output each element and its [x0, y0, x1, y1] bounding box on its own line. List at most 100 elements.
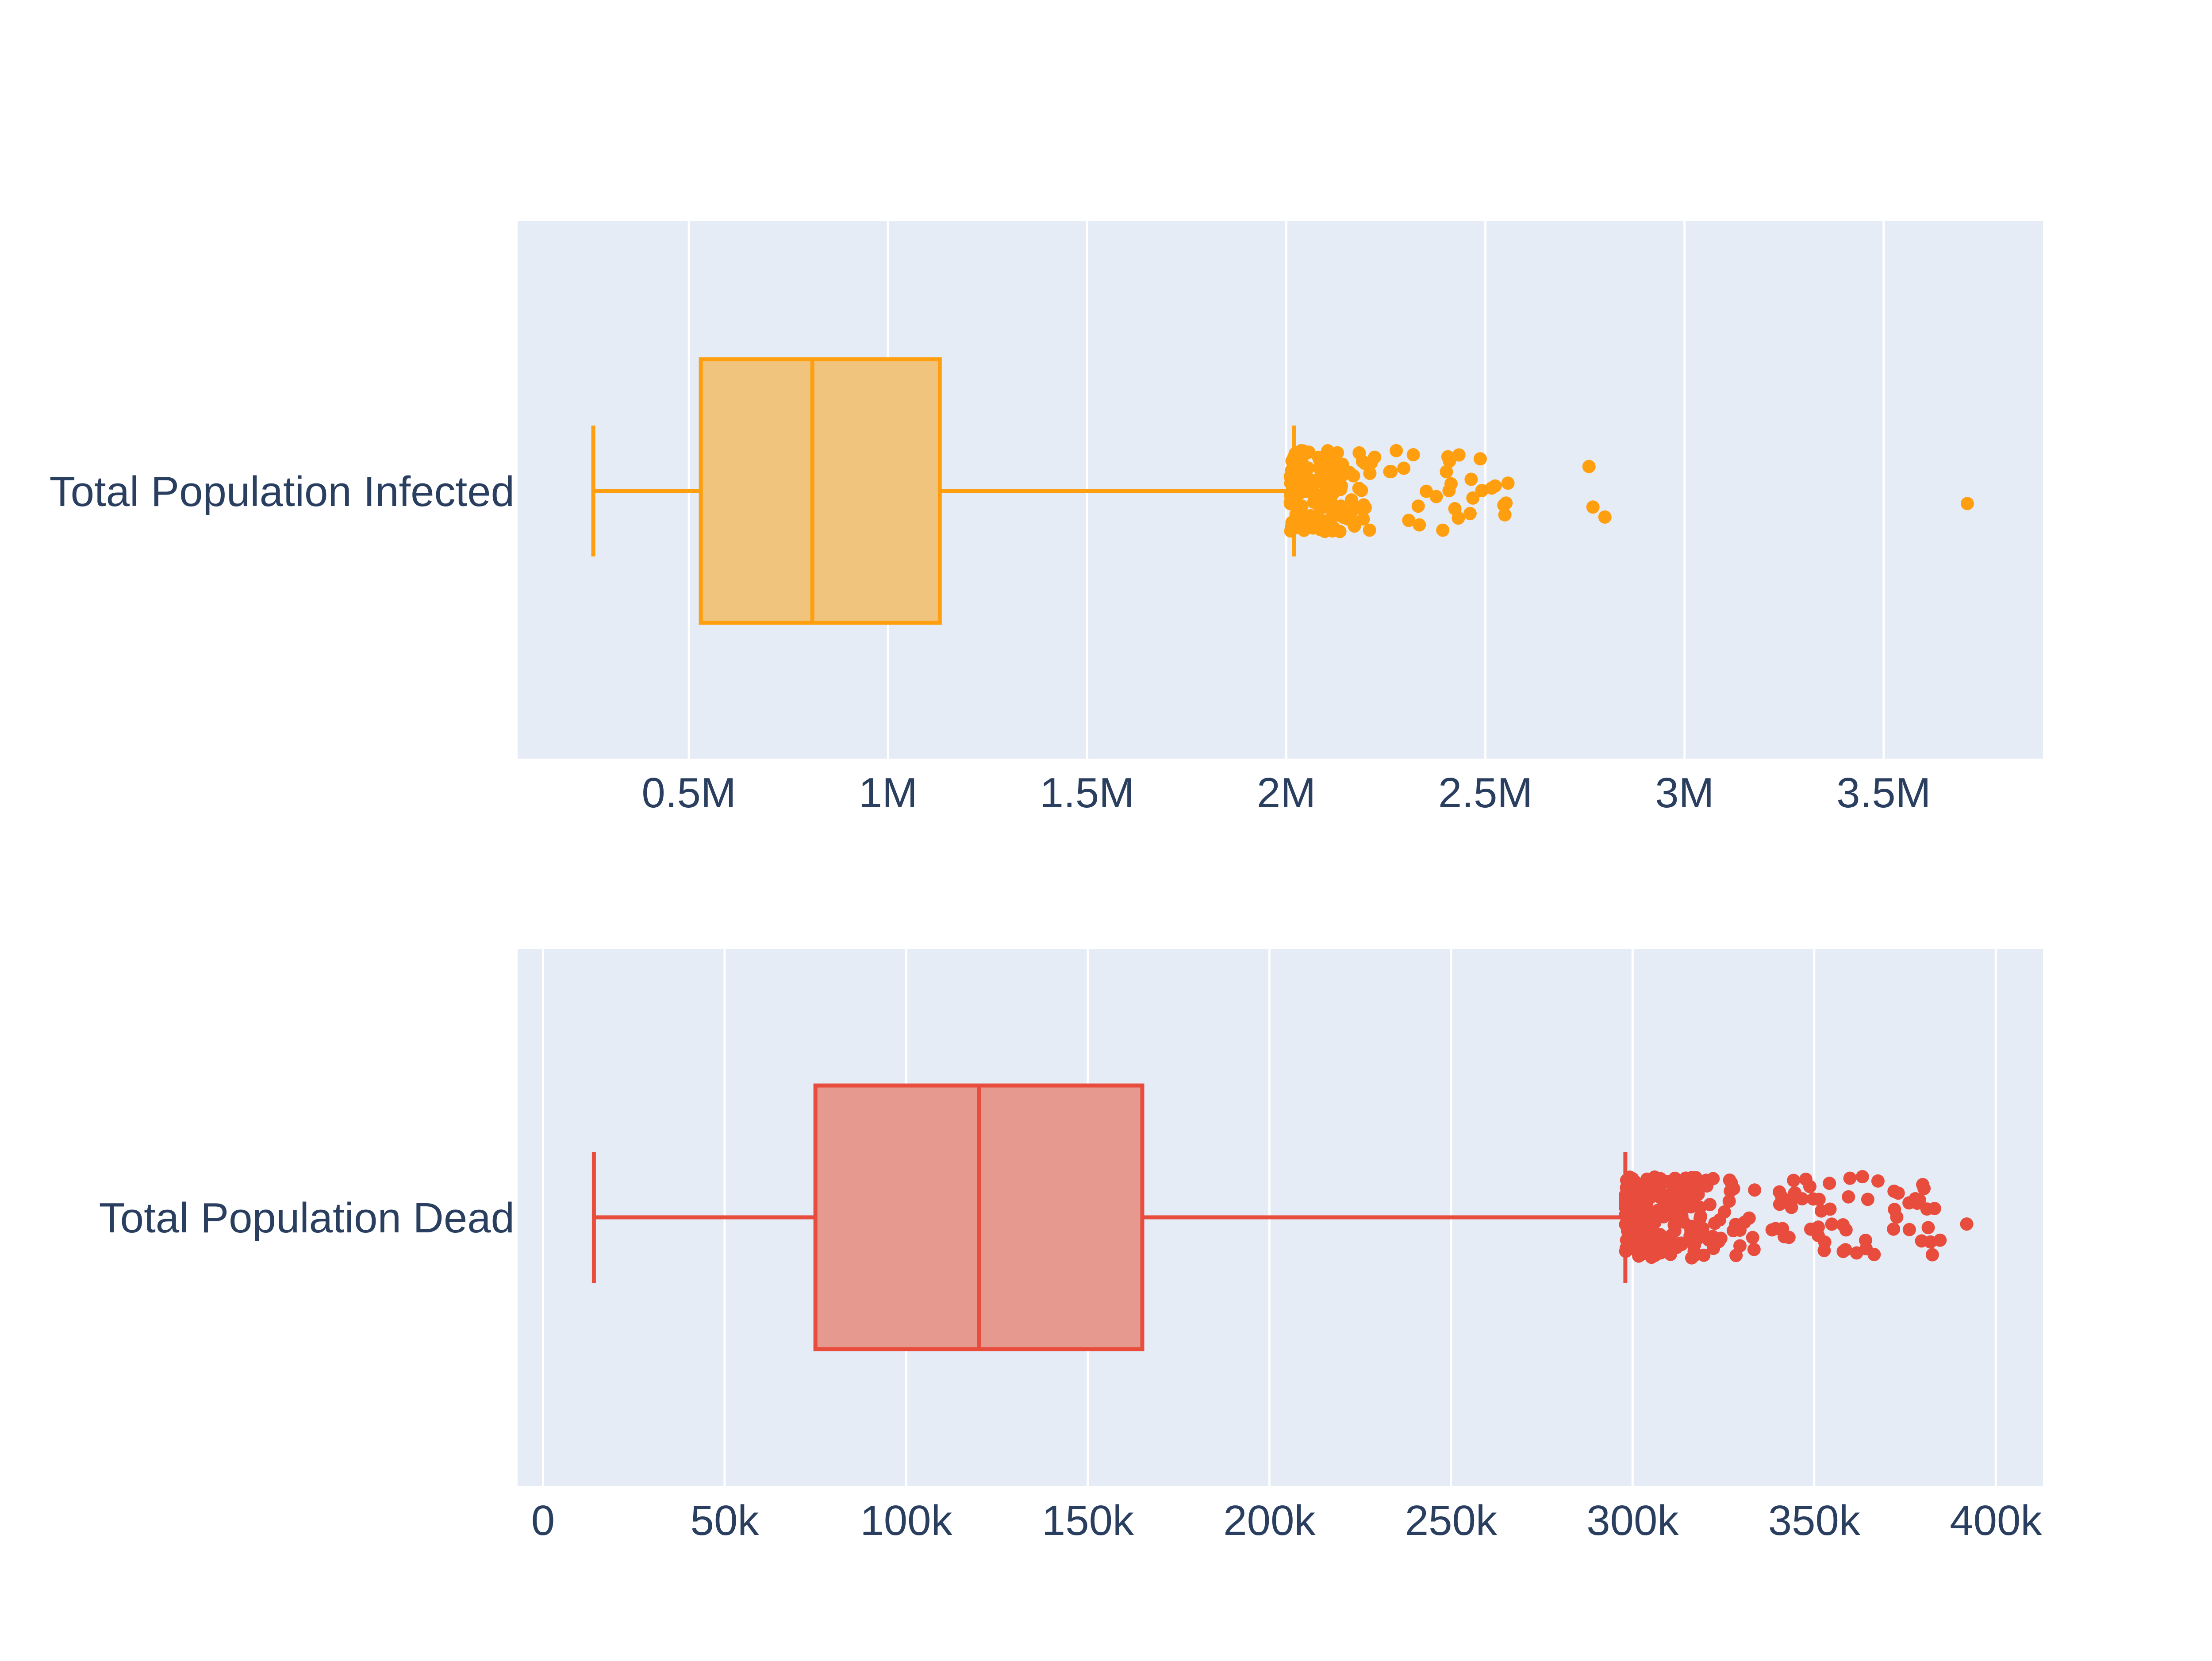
outlier-point	[1804, 1222, 1817, 1236]
outlier-point	[1928, 1202, 1941, 1216]
outlier-point	[1402, 514, 1416, 527]
x-tick-label: 250k	[1405, 1497, 1498, 1544]
outlier-point	[1742, 1211, 1756, 1225]
x-tick-label: 1M	[859, 769, 918, 817]
outlier-point	[1598, 510, 1612, 524]
outlier-point	[1842, 1190, 1855, 1204]
outlier-point	[1925, 1248, 1939, 1262]
outlier-point	[1891, 1186, 1905, 1200]
x-tick-label: 2.5M	[1438, 769, 1532, 817]
outlier-point	[1358, 501, 1372, 514]
outlier-point	[1413, 518, 1426, 532]
outlier-point	[1836, 1218, 1850, 1232]
outlier-point	[1321, 519, 1335, 533]
x-tick-label: 150k	[1042, 1497, 1134, 1544]
outlier-point	[1960, 1217, 1974, 1231]
outlier-point	[1902, 1223, 1916, 1236]
outlier-point	[1452, 511, 1465, 525]
outlier-point	[1795, 1192, 1809, 1206]
outlier-point	[1356, 454, 1369, 468]
x-tick-label: 2M	[1257, 769, 1316, 817]
x-tick-label: 0.5M	[641, 769, 736, 817]
outlier-point	[1823, 1202, 1837, 1216]
outlier-point	[1773, 1185, 1786, 1199]
outlier-point	[1390, 444, 1403, 457]
outlier-point	[1300, 482, 1314, 495]
outlier-point	[1586, 500, 1600, 514]
outlier-point	[1924, 1235, 1937, 1249]
outlier-point	[1645, 1238, 1659, 1252]
outlier-point	[1631, 1192, 1645, 1206]
box-panel-2: 0 50k 100k 150k 200k 250k 300k 350k 400k Total Po…	[99, 949, 2043, 1544]
outlier-point	[1843, 1171, 1857, 1185]
outlier-point	[1871, 1174, 1885, 1188]
x-tick-label: 400k	[1950, 1497, 2042, 1544]
x-tick-label: 3M	[1655, 769, 1714, 817]
outlier-point	[1284, 524, 1298, 538]
outlier-point	[1684, 1200, 1698, 1214]
outlier-point	[1683, 1229, 1697, 1243]
outlier-point	[1675, 1238, 1689, 1251]
outlier-point	[1499, 496, 1513, 510]
outlier-point	[1436, 523, 1450, 537]
outlier-point	[1290, 460, 1304, 473]
outlier-point	[1693, 1212, 1707, 1225]
outlier-point	[1463, 506, 1477, 520]
outlier-point	[1634, 1204, 1647, 1218]
x-tick-label: 300k	[1586, 1497, 1679, 1544]
outlier-point	[1733, 1223, 1747, 1237]
x-tick-label: 200k	[1223, 1497, 1316, 1544]
category-label: Total Population Infected	[50, 468, 515, 515]
outlier-point	[1356, 512, 1370, 526]
outlier-point	[1284, 470, 1298, 483]
outlier-point	[1406, 448, 1420, 462]
outlier-point	[1498, 508, 1512, 522]
outlier-point	[1355, 483, 1368, 497]
outlier-point	[1724, 1176, 1738, 1189]
outlier-point	[1383, 465, 1397, 479]
outlier-point	[1782, 1231, 1796, 1244]
outlier-point	[1464, 472, 1478, 486]
outlier-point	[1686, 1179, 1699, 1193]
outlier-point	[1291, 507, 1305, 521]
outlier-point	[1441, 450, 1455, 464]
outlier-point	[1501, 476, 1515, 490]
outlier-point	[1861, 1193, 1874, 1206]
outlier-point	[1817, 1243, 1831, 1257]
outlier-point	[1703, 1198, 1717, 1212]
outlier-point	[1888, 1203, 1901, 1216]
outlier-point	[1825, 1217, 1839, 1231]
outlier-point	[1674, 1203, 1688, 1217]
outlier-point	[1313, 453, 1326, 467]
outlier-point	[1916, 1178, 1930, 1191]
outlier-point	[1440, 465, 1453, 479]
box-panel-1: 0.5M 1M 1.5M 2M 2.5M 3M 3.5M Total Population I…	[50, 221, 2043, 817]
outlier-point	[1473, 452, 1487, 466]
outlier-point	[1850, 1246, 1863, 1260]
x-tick-label: 350k	[1768, 1497, 1861, 1544]
iqr-box	[699, 357, 942, 625]
outlier-point	[1331, 478, 1345, 491]
outlier-point	[1314, 488, 1328, 502]
outlier-point	[1619, 1196, 1632, 1209]
outlier-points	[1618, 1170, 1974, 1265]
outlier-point	[1787, 1174, 1801, 1187]
outlier-point	[1812, 1193, 1826, 1206]
x-tick-label: 100k	[860, 1497, 952, 1544]
outlier-point	[1746, 1231, 1759, 1244]
outlier-point	[1713, 1213, 1727, 1227]
x-tick-label: 50k	[691, 1497, 760, 1544]
outlier-point	[1699, 1174, 1713, 1187]
outlier-point	[1803, 1180, 1816, 1193]
outlier-point	[1659, 1192, 1673, 1206]
outlier-point	[1642, 1218, 1656, 1231]
outlier-point	[1348, 519, 1361, 533]
outlier-point	[1619, 1218, 1632, 1231]
outlier-point	[1619, 1241, 1633, 1255]
outlier-point	[1748, 1183, 1762, 1197]
outlier-point	[1333, 509, 1347, 522]
outlier-point	[1411, 499, 1425, 513]
x-tick-label: 3.5M	[1836, 769, 1931, 817]
